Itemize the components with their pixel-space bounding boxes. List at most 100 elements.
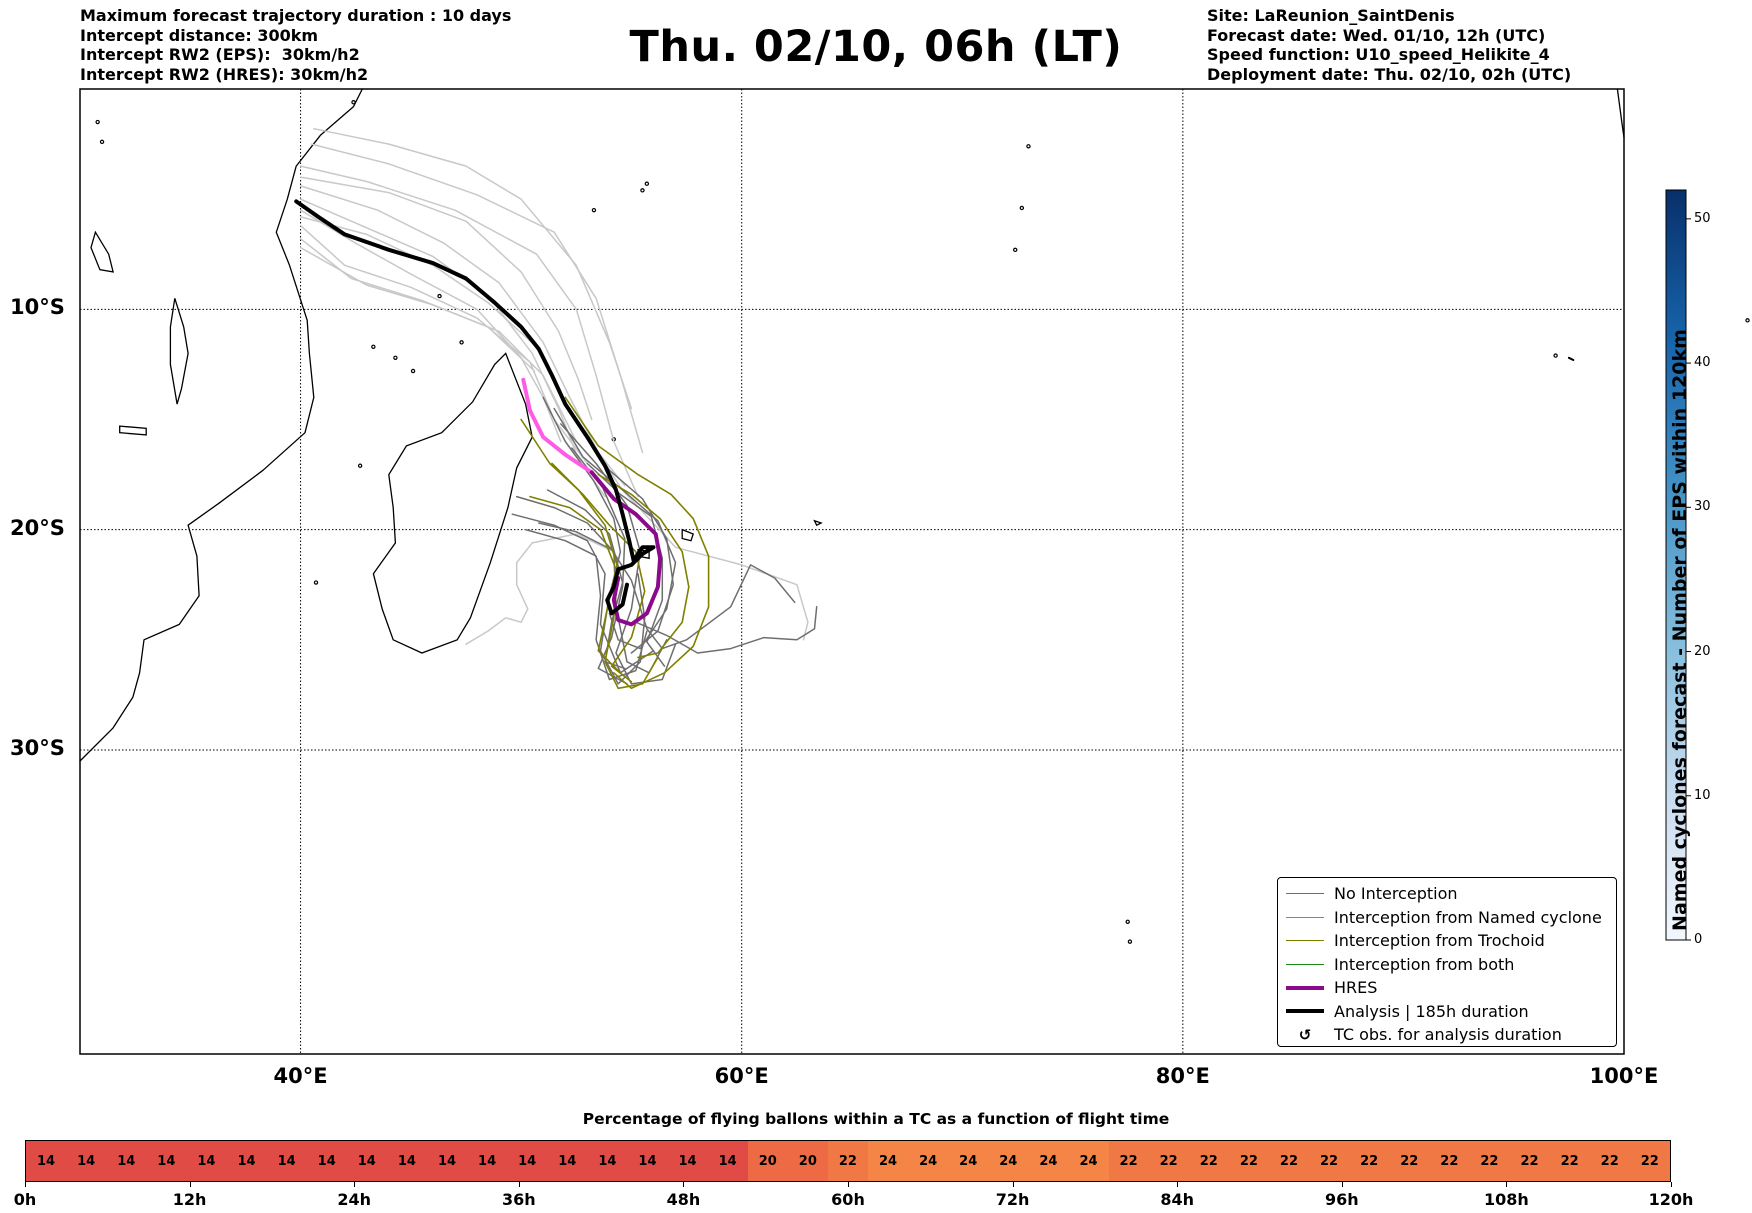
percent-cell: 14 bbox=[146, 1141, 187, 1181]
percent-cell: 22 bbox=[1549, 1141, 1590, 1181]
time-tick bbox=[189, 1182, 191, 1187]
island-outline bbox=[1013, 247, 1018, 253]
percent-cell: 14 bbox=[186, 1141, 227, 1181]
island-outline bbox=[1745, 318, 1750, 323]
colorbar-tick-label: 50 bbox=[1694, 210, 1711, 226]
legend-label: HRES bbox=[1334, 978, 1378, 998]
longitude-label: 40°E bbox=[273, 1064, 328, 1088]
lake-kariba bbox=[119, 425, 147, 436]
legend-line-swatch bbox=[1286, 916, 1324, 918]
time-tick bbox=[1012, 1182, 1014, 1187]
ensemble-track-trochoid bbox=[551, 462, 646, 683]
percent-cell: 14 bbox=[66, 1141, 107, 1181]
header-right-line: Forecast date: Wed. 01/10, 12h (UTC) bbox=[1207, 25, 1546, 45]
percent-cell: 22 bbox=[1148, 1141, 1189, 1181]
time-tick bbox=[1177, 1182, 1179, 1187]
percent-cell: 24 bbox=[1068, 1141, 1109, 1181]
ensemble-track-background bbox=[299, 185, 626, 487]
ensemble-track-trochoid bbox=[529, 495, 622, 674]
colorbar-tick-label: 30 bbox=[1694, 499, 1711, 515]
longitude-label: 80°E bbox=[1155, 1064, 1210, 1088]
header-right-line: Speed function: U10_speed_Helikite_4 bbox=[1207, 45, 1550, 64]
percent-cell: 20 bbox=[787, 1141, 828, 1181]
percent-cell: 14 bbox=[226, 1141, 267, 1181]
island-outline bbox=[459, 340, 464, 345]
percent-cell: 22 bbox=[1228, 1141, 1269, 1181]
header-left-line: Intercept distance: 300km bbox=[80, 25, 319, 45]
hres-track bbox=[589, 470, 663, 627]
header-left-line: Intercept RW2 (EPS): 30km/h2 bbox=[80, 45, 360, 64]
percent-cell: 22 bbox=[1108, 1141, 1149, 1181]
percent-cell: 22 bbox=[1429, 1141, 1470, 1181]
percent-cell: 22 bbox=[1268, 1141, 1309, 1181]
percent-cell: 22 bbox=[1469, 1141, 1510, 1181]
legend-line-swatch bbox=[1286, 940, 1324, 942]
ensemble-track-background bbox=[465, 533, 615, 645]
time-label: 120h bbox=[1648, 1190, 1694, 1209]
time-label: 108h bbox=[1483, 1190, 1529, 1209]
time-label: 12h bbox=[172, 1190, 207, 1209]
island-outline bbox=[437, 293, 442, 299]
ensemble-track-no-interception bbox=[524, 528, 648, 681]
percent-cell: 14 bbox=[467, 1141, 508, 1181]
island-outline bbox=[1026, 144, 1031, 149]
africa-coastline bbox=[79, 88, 363, 762]
percent-cell: 24 bbox=[988, 1141, 1029, 1181]
percent-cell: 22 bbox=[1309, 1141, 1350, 1181]
island-outline bbox=[1019, 205, 1025, 211]
percent-cell: 24 bbox=[908, 1141, 949, 1181]
legend-entry: HRES bbox=[1284, 976, 1616, 1000]
percent-cell: 14 bbox=[426, 1141, 468, 1181]
tc-obs-icon: ↺ bbox=[1298, 1025, 1312, 1044]
legend-label: Interception from Named cyclone bbox=[1334, 907, 1602, 927]
island-outline bbox=[95, 119, 100, 125]
ensemble-track-no-interception bbox=[586, 462, 666, 667]
island-outline bbox=[1127, 939, 1133, 944]
island-outline bbox=[1553, 353, 1558, 358]
page-title: Thu. 02/10, 06h (LT) bbox=[629, 22, 1123, 72]
percent-bar-title: Percentage of flying ballons within a TC… bbox=[582, 1110, 1170, 1128]
rodrigues-coastline bbox=[813, 519, 823, 527]
ensemble-track-trochoid bbox=[597, 473, 690, 659]
legend-line-swatch bbox=[1286, 963, 1324, 965]
legend-line-swatch bbox=[1286, 1009, 1324, 1014]
percent-cell: 24 bbox=[1028, 1141, 1069, 1181]
longitude-label: 100°E bbox=[1589, 1064, 1659, 1088]
legend-entry: No Interception bbox=[1284, 882, 1616, 906]
header-left-line: Maximum forecast trajectory duration : 1… bbox=[80, 6, 512, 25]
ensemble-track-background bbox=[310, 143, 644, 454]
ensemble-track-background bbox=[299, 216, 809, 641]
legend-line-swatch bbox=[1286, 893, 1324, 895]
island-outline bbox=[1125, 919, 1130, 925]
time-label: 0h bbox=[13, 1190, 37, 1209]
percent-cell: 14 bbox=[106, 1141, 147, 1181]
legend-label: TC obs. for analysis duration bbox=[1334, 1025, 1562, 1045]
time-tick bbox=[518, 1182, 520, 1187]
time-tick bbox=[1671, 1182, 1672, 1187]
percent-cell: 14 bbox=[507, 1141, 548, 1181]
ensemble-track-no-interception bbox=[560, 423, 677, 685]
latitude-label: 30°S bbox=[10, 735, 65, 760]
percent-cell: 22 bbox=[1389, 1141, 1430, 1181]
time-label: 96h bbox=[1324, 1190, 1359, 1209]
island-outline bbox=[410, 368, 416, 374]
island-outline bbox=[393, 355, 398, 360]
ensemble-track-background bbox=[299, 176, 593, 421]
time-tick bbox=[848, 1182, 849, 1187]
percent-cell: 14 bbox=[627, 1141, 668, 1181]
percent-cell: 22 bbox=[827, 1141, 868, 1181]
colorbar bbox=[1665, 189, 1687, 941]
map-frame bbox=[79, 88, 1625, 1055]
time-tick bbox=[25, 1182, 26, 1187]
ensemble-track-background bbox=[313, 127, 633, 410]
island-outline bbox=[313, 580, 319, 585]
legend-line-swatch bbox=[1286, 985, 1324, 990]
colorbar-tick-label: 20 bbox=[1694, 643, 1711, 659]
percent-cell: 24 bbox=[948, 1141, 989, 1181]
madagascar-coastline bbox=[372, 352, 533, 654]
legend-entry: Interception from Trochoid bbox=[1284, 929, 1616, 953]
header-right-line: Site: LaReunion_SaintDenis bbox=[1207, 6, 1455, 25]
lake-tanganyika bbox=[90, 230, 114, 273]
longitude-label: 60°E bbox=[714, 1064, 769, 1088]
